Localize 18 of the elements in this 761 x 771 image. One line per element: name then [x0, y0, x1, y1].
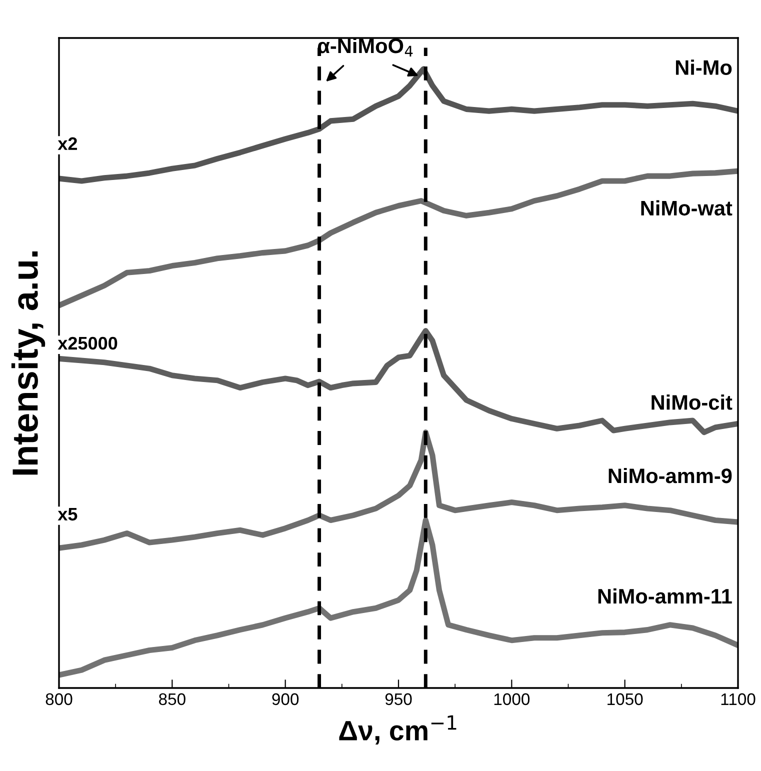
- x-tick-label: 1050: [608, 693, 643, 706]
- x-tick-label: 1100: [721, 693, 756, 706]
- x-tick-label: 850: [158, 693, 186, 706]
- x-tick-label: 950: [385, 693, 412, 706]
- series-label: NiMo-amm-11: [598, 588, 732, 604]
- series-label: NiMo-amm-9: [608, 468, 732, 484]
- series-label: Ni-Mo: [676, 60, 732, 75]
- annotation: x2: [58, 137, 77, 150]
- x-tick-label: 900: [272, 693, 299, 706]
- x-tick-label: 800: [46, 693, 72, 706]
- y-axis-title: Intensity, a.u.: [11, 251, 46, 475]
- annotation: x5: [58, 508, 78, 521]
- annotation: x25000: [58, 336, 118, 350]
- series-label: NiMo-wat: [641, 200, 732, 216]
- text: α-NiMoO$_{4}$: [318, 38, 413, 56]
- x-tick-label: 1000: [494, 693, 530, 706]
- x-axis-title: Δν, cm$^{−1}$: [339, 715, 456, 745]
- series-label: NiMo-cit: [652, 394, 732, 410]
